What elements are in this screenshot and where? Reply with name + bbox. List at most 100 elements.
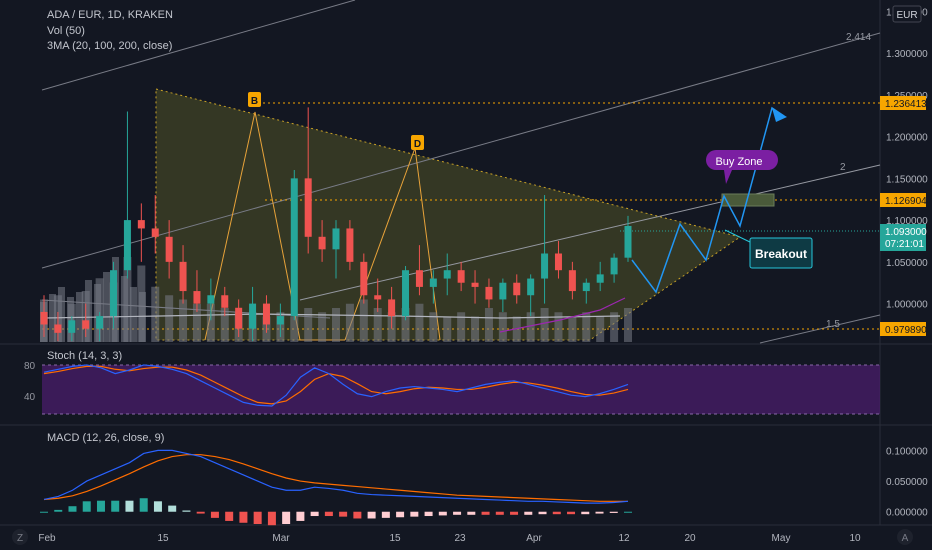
fib-line-2414[interactable] [41, 32, 881, 269]
candle-body [110, 270, 118, 317]
candle-body [262, 303, 270, 325]
price-tag-1126904-bg [880, 193, 926, 207]
candle-body [123, 220, 131, 271]
candle-body [276, 316, 284, 325]
volume-bar [220, 308, 229, 342]
price-tick-label: 1.200000 [886, 133, 928, 144]
macd-histogram-bar [438, 511, 447, 516]
macd-histogram-bar [609, 511, 618, 513]
macd-histogram-bar [567, 511, 576, 515]
zoom-corner-button[interactable] [12, 529, 28, 545]
macd-histogram-bar [225, 511, 234, 521]
time-tick-label: 12 [618, 533, 630, 544]
symbol-title[interactable]: ADA / EUR, 1D, KRAKEN [47, 9, 173, 21]
volume-bar [540, 308, 549, 342]
buy-zone-callout[interactable] [706, 150, 778, 184]
volume-bar [373, 308, 382, 342]
ma-layer [43, 297, 626, 333]
macd-histogram-bar [111, 500, 120, 512]
time-tick-label: 20 [684, 533, 696, 544]
candle-body [221, 295, 229, 308]
volume-bar [498, 312, 507, 342]
price-tag-current: 1.093000 [885, 227, 927, 238]
fib-line-2[interactable] [299, 164, 881, 301]
macd-signal-line [43, 454, 628, 502]
fib-label-2414: 2.414 [846, 32, 871, 43]
price-axis[interactable]: 1.000000 1.050000 1.100000 1.150000 1.200000… [886, 7, 928, 310]
candle-body [332, 228, 340, 250]
macd-axis[interactable]: 0.100000 0.050000 0.000000 [886, 446, 928, 518]
volume-bar [121, 276, 128, 342]
macd-histogram-bar [68, 506, 77, 512]
volume-legend[interactable]: Vol (50) [47, 25, 85, 37]
macd-histogram-bar [324, 511, 333, 517]
candle-body [179, 261, 187, 292]
ma-legend[interactable]: 3MA (20, 100, 200, close) [47, 40, 173, 52]
fib-line-1-5[interactable] [759, 314, 881, 344]
macd-histogram-bar [96, 500, 105, 512]
time-tick-label: 15 [389, 533, 401, 544]
macd-histogram-bar [410, 511, 419, 517]
macd-histogram-bar [396, 511, 405, 518]
candle-body [527, 278, 535, 296]
volume-bar [67, 297, 74, 342]
macd-histogram-bar [353, 511, 362, 519]
volume-bar [85, 280, 92, 342]
projection-path[interactable] [631, 106, 785, 294]
point-d-badge [411, 135, 424, 150]
macd-histogram-bar [552, 511, 561, 515]
moving-average-line [499, 297, 626, 333]
time-axis[interactable]: Feb15Mar1523Apr1220May1019 [38, 533, 911, 544]
volume-bar [582, 312, 591, 342]
volume-bar [457, 312, 466, 342]
volume-bar [568, 316, 577, 342]
volume-bar [484, 308, 493, 342]
volume-bar [130, 287, 137, 342]
macd-histogram-bar [196, 511, 205, 514]
volume-bar [401, 308, 410, 342]
stoch-legend[interactable]: Stoch (14, 3, 3) [47, 350, 123, 362]
point-b-label: B [251, 96, 258, 107]
macd-histogram-bar [467, 511, 476, 515]
fib-label-1-5: 1.5 [826, 319, 840, 330]
candle-body [304, 178, 312, 237]
candle-body [151, 228, 159, 237]
triangle-pattern[interactable] [155, 88, 742, 341]
macd-histogram-bar [239, 511, 248, 523]
breakout-callout[interactable] [749, 237, 813, 269]
macd-histogram-bar [139, 498, 148, 512]
volume-bar [596, 316, 605, 342]
moving-average-line [43, 313, 621, 319]
volume-bar [624, 308, 632, 342]
time-tick-label: 15 [157, 533, 169, 544]
buy-zone-label: Buy Zone [715, 156, 762, 168]
volume-bar [192, 303, 201, 342]
trendline-upper[interactable] [41, 0, 356, 91]
candle-body [346, 228, 354, 262]
candle-body [318, 236, 326, 250]
macd-histogram-bar [153, 501, 162, 512]
candle-body [485, 286, 493, 300]
macd-histogram-bar [524, 511, 533, 515]
candle-body [360, 261, 368, 296]
currency-badge[interactable] [892, 5, 922, 23]
breakout-label: Breakout [755, 247, 807, 261]
macd-layer [40, 449, 632, 526]
auto-scale-button[interactable] [897, 529, 913, 545]
macd-histogram-bar [595, 511, 604, 514]
price-tag-1236413-bg [880, 96, 926, 110]
stoch-level-20: 40 [24, 392, 36, 403]
volume-layer [40, 257, 632, 342]
macd-histogram-bar [453, 511, 462, 515]
candle-body [429, 278, 437, 287]
candle-body [554, 253, 562, 271]
candle-body [513, 282, 521, 296]
volume-bar [443, 316, 452, 342]
stoch-d-line [43, 365, 629, 405]
macd-legend[interactable]: MACD (12, 26, close, 9) [47, 432, 165, 444]
price-tick-label: 1.000000 [886, 300, 928, 311]
candle-body [374, 295, 382, 300]
stoch-level-80: 80 [24, 361, 36, 372]
candle-body [415, 270, 423, 287]
